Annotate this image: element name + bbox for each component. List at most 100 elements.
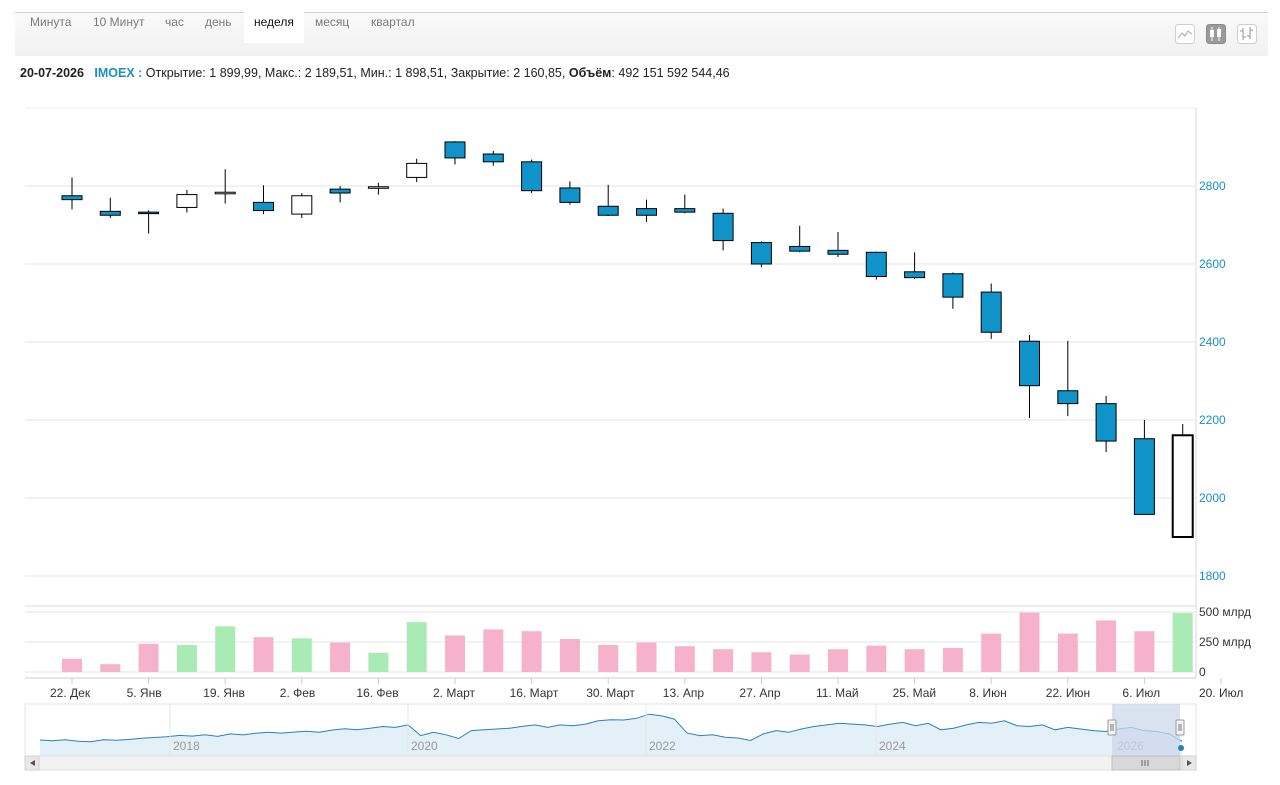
x-tick-label: 22. Июн <box>1046 686 1090 700</box>
candle-body <box>329 188 351 194</box>
x-tick-label: 22. Дек <box>50 686 91 700</box>
price-tick-label: 2600 <box>1199 257 1226 271</box>
candle-body <box>712 212 734 242</box>
volume-bar <box>751 652 772 672</box>
volume-bar <box>62 658 82 672</box>
x-tick-label: 8. Июн <box>969 686 1007 700</box>
volume-bar <box>1172 612 1193 672</box>
tab-minute[interactable]: Минута <box>30 15 72 29</box>
top-border <box>15 12 1268 13</box>
x-tick-label: 30. Март <box>586 686 635 700</box>
x-tick-label: 19. Янв <box>203 686 245 700</box>
navigator-end-dot <box>1178 745 1184 751</box>
info-ticker: IMOEX <box>94 66 135 80</box>
candle-body <box>559 187 581 203</box>
price-tick-label: 2200 <box>1199 413 1226 427</box>
candle-body <box>482 153 504 163</box>
candle-body <box>789 245 811 252</box>
scrollbar-track <box>24 755 1197 771</box>
candle-body <box>1133 438 1155 515</box>
info-low-label: Мин.: <box>360 66 392 80</box>
x-tick-label: 11. Май <box>816 686 859 700</box>
info-date: 20-07-2026 <box>20 66 84 80</box>
info-low-value: 1 898,51 <box>395 66 444 80</box>
x-tick-label: 16. Фев <box>356 686 398 700</box>
scrollbar-thumb[interactable] <box>1111 755 1181 771</box>
candle-body <box>406 162 428 178</box>
candle-body <box>1171 434 1194 539</box>
candle-body <box>214 191 236 195</box>
x-tick-label: 25. Май <box>893 686 937 700</box>
price-tick-label: 2800 <box>1199 179 1226 193</box>
candle-body <box>750 242 772 265</box>
candle-body <box>138 211 160 215</box>
candlestick-icon[interactable] <box>1206 24 1226 44</box>
x-tick-label: 2. Фев <box>280 686 316 700</box>
volume-bar <box>1019 612 1040 672</box>
x-tick-label: 27. Апр <box>739 686 781 700</box>
navigator-year-label: 2018 <box>173 739 200 753</box>
x-tick-label: 20. Июл <box>1199 686 1243 700</box>
volume-tick-label: 250 млрд <box>1199 635 1251 649</box>
navigator-line <box>39 713 1183 743</box>
volume-bar <box>176 645 197 672</box>
info-close-label: Закрытие: <box>450 66 510 80</box>
volume-bar <box>559 639 580 672</box>
x-tick-label: 2. Март <box>433 686 476 700</box>
tab-day[interactable]: день <box>205 15 232 29</box>
candle-body <box>444 141 466 159</box>
info-open-value: 1 899,99 <box>209 66 258 80</box>
candle-body <box>1057 390 1079 405</box>
volume-bar <box>138 643 159 672</box>
volume-bar <box>521 631 542 672</box>
info-close-value: 2 160,85 <box>513 66 562 80</box>
tab-10-minutes[interactable]: 10 Минут <box>93 15 145 29</box>
tab-hour[interactable]: час <box>165 15 184 29</box>
volume-tick-label: 0 <box>1199 665 1206 679</box>
volume-bar <box>789 654 810 672</box>
volume-bar <box>828 649 848 672</box>
line-chart-icon[interactable] <box>1175 24 1195 44</box>
navigator-handle[interactable] <box>1175 719 1185 736</box>
volume-bar <box>406 622 427 672</box>
volume-bar <box>1096 620 1117 672</box>
candle-body <box>176 194 198 208</box>
volume-bar <box>445 635 465 672</box>
info-high-label: Макс.: <box>264 66 302 80</box>
volume-bar <box>713 649 734 672</box>
volume-bar <box>330 642 351 672</box>
info-volume-label: Объём <box>568 66 612 80</box>
volume-bar <box>981 633 1002 672</box>
candle-body <box>61 195 83 201</box>
candle-body <box>674 208 696 213</box>
volume-bar <box>215 626 236 672</box>
navigator-year-label: 2022 <box>649 739 676 753</box>
navigator-year-label: 2020 <box>411 739 438 753</box>
scroll-left-arrow-icon <box>30 760 35 766</box>
volume-bar <box>636 642 657 672</box>
candle-body <box>521 161 543 192</box>
x-tick-label: 16. Март <box>510 686 559 700</box>
volume-bar <box>291 638 312 672</box>
info-open-label: Открытие: <box>145 66 206 80</box>
candle-body <box>636 208 657 216</box>
navigator-handle[interactable] <box>1107 719 1117 736</box>
volume-bar <box>483 629 504 672</box>
volume-bar <box>368 652 389 672</box>
tab-quarter[interactable]: квартал <box>371 15 415 29</box>
candle-body <box>942 273 964 298</box>
x-tick-label: 5. Янв <box>127 686 162 700</box>
volume-bar <box>253 637 274 672</box>
tab-month[interactable]: месяц <box>315 15 350 29</box>
interval-tab-bar <box>15 13 1268 56</box>
candle-body <box>904 271 926 279</box>
ohlc-info-line: 20-07-2026 IMOEX : Открытие: 1 899,99, М… <box>20 66 730 80</box>
price-tick-label: 2400 <box>1199 335 1226 349</box>
candle-body <box>980 291 1002 333</box>
tab-week[interactable]: неделя <box>244 0 304 43</box>
candle-body <box>367 186 389 189</box>
x-tick-label: 13. Апр <box>663 686 705 700</box>
ohlc-bars-icon[interactable] <box>1237 24 1257 44</box>
candle-body <box>291 195 313 215</box>
